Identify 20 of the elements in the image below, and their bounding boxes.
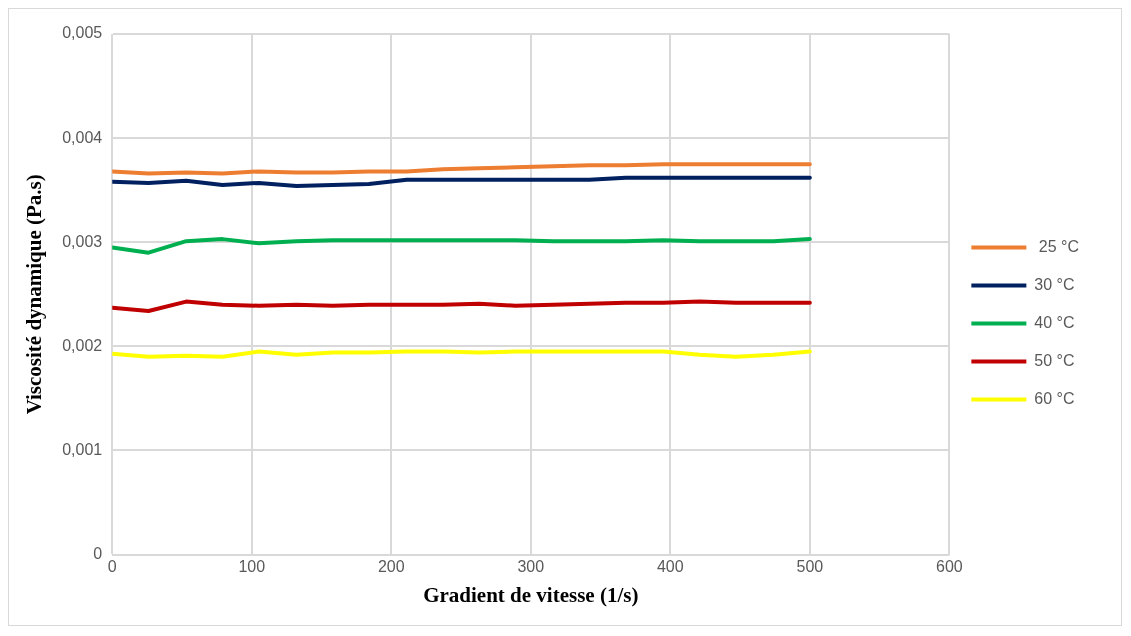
y-tick-label: 0,005	[62, 24, 103, 42]
legend-label: 60 °C	[1034, 389, 1075, 407]
legend-label: 50 °C	[1034, 351, 1075, 369]
x-tick-label: 600	[936, 557, 963, 575]
y-axis-title: Viscosité dynamique (Pa.s)	[22, 174, 47, 415]
x-tick-label: 300	[517, 557, 545, 575]
x-tick-label: 400	[656, 557, 684, 575]
y-tick-label: 0	[93, 545, 103, 563]
y-tick-label: 0,004	[62, 128, 103, 146]
legend-label: 40 °C	[1034, 313, 1075, 331]
y-tick-label: 0,002	[62, 336, 103, 354]
x-axis-title: Gradient de vitesse (1/s)	[423, 582, 639, 607]
y-tick-label: 0,003	[62, 232, 103, 250]
x-tick-label: 200	[377, 557, 405, 575]
y-tick-label: 0,001	[62, 440, 103, 458]
legend-label: 30 °C	[1034, 275, 1075, 293]
legend-label: 25 °C	[1034, 237, 1079, 255]
x-tick-label: 0	[107, 557, 117, 575]
x-tick-label: 500	[796, 557, 824, 575]
x-tick-label: 100	[238, 557, 266, 575]
